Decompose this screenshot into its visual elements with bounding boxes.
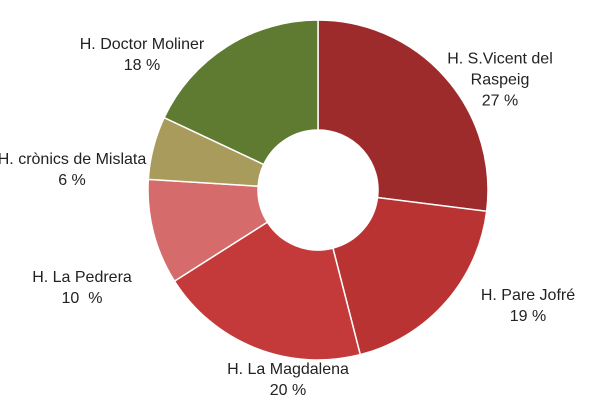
category-label: H. La Pedrera	[32, 269, 132, 286]
slice-label: H. Doctor Moliner 18 %	[67, 34, 217, 76]
donut-slice	[332, 196, 488, 356]
donut-slice	[317, 19, 489, 213]
category-label: H. La Magdalena	[227, 361, 349, 378]
slice-label: H. crònics de Mislata 6 %	[0, 149, 147, 191]
donut-slice	[173, 221, 362, 361]
value-label: 27 %	[481, 92, 519, 110]
value-label: 18 %	[123, 57, 161, 74]
category-label: H. Doctor Moliner	[79, 36, 205, 53]
slice-label: H. La Pedrera 10 %	[7, 267, 157, 309]
slice-label: H. Pare Jofré 19 %	[453, 285, 603, 327]
slice-label: H. La Magdalena 20 %	[213, 359, 363, 401]
category-label: H. S.Vicent del Raspeig	[447, 50, 558, 89]
value-label: 20 %	[269, 382, 307, 399]
value-label: 10 %	[61, 290, 103, 307]
value-label: 6 %	[58, 172, 86, 189]
category-label: H. Pare Jofré	[480, 287, 576, 304]
donut-slice	[163, 19, 319, 166]
slice-label: H. S.Vicent del Raspeig 27 %	[425, 49, 575, 112]
value-label: 19 %	[509, 308, 547, 325]
category-label: H. crònics de Mislata	[0, 151, 147, 168]
